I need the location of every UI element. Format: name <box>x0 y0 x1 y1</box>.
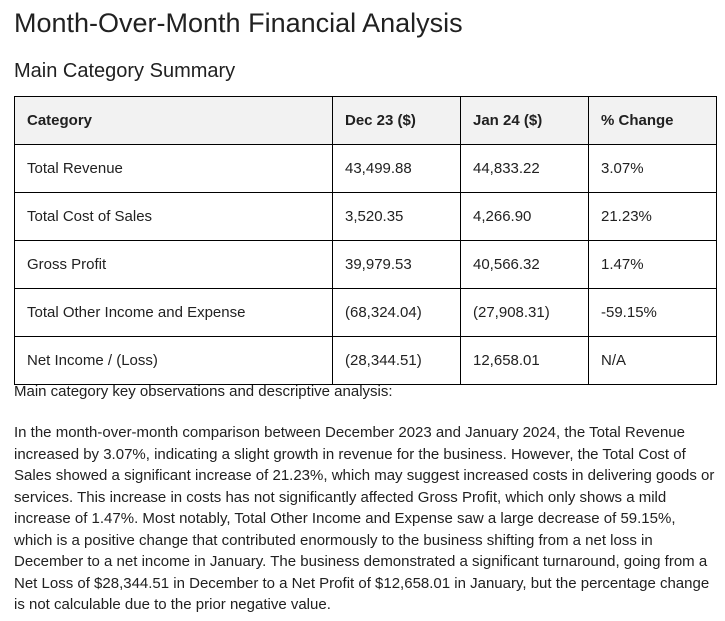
cell-percent-change: 3.07% <box>588 144 717 193</box>
section-title: Main Category Summary <box>14 60 236 82</box>
table-row: Net Income / (Loss) (28,344.51) 12,658.0… <box>14 336 717 385</box>
summary-table: Category Dec 23 ($) Jan 24 ($) % Change … <box>14 96 717 385</box>
cell-jan-24: 12,658.01 <box>460 336 589 385</box>
cell-percent-change: N/A <box>588 336 717 385</box>
header-jan-24: Jan 24 ($) <box>460 96 589 145</box>
table-row: Total Cost of Sales 3,520.35 4,266.90 21… <box>14 192 717 241</box>
cell-percent-change: -59.15% <box>588 288 717 337</box>
cell-category: Total Revenue <box>14 144 333 193</box>
cell-jan-24: 4,266.90 <box>460 192 589 241</box>
table-header-row: Category Dec 23 ($) Jan 24 ($) % Change <box>14 96 717 145</box>
cell-category: Net Income / (Loss) <box>14 336 333 385</box>
cell-percent-change: 21.23% <box>588 192 717 241</box>
cell-jan-24: 44,833.22 <box>460 144 589 193</box>
header-percent-change: % Change <box>588 96 717 145</box>
cell-category: Total Other Income and Expense <box>14 288 333 337</box>
cell-dec-23: (68,324.04) <box>332 288 461 337</box>
table-row: Total Other Income and Expense (68,324.0… <box>14 288 717 337</box>
header-category: Category <box>14 96 333 145</box>
cell-jan-24: (27,908.31) <box>460 288 589 337</box>
observations-paragraph: In the month-over-month comparison betwe… <box>14 424 715 613</box>
cell-dec-23: 3,520.35 <box>332 192 461 241</box>
cell-category: Gross Profit <box>14 240 333 289</box>
header-dec-23: Dec 23 ($) <box>332 96 461 145</box>
cell-dec-23: 43,499.88 <box>332 144 461 193</box>
table-row: Gross Profit 39,979.53 40,566.32 1.47% <box>14 240 717 289</box>
table-row: Total Revenue 43,499.88 44,833.22 3.07% <box>14 144 717 193</box>
cell-dec-23: 39,979.53 <box>332 240 461 289</box>
cell-jan-24: 40,566.32 <box>460 240 589 289</box>
cell-percent-change: 1.47% <box>588 240 717 289</box>
page-title: Month-Over-Month Financial Analysis <box>14 8 463 38</box>
cell-category: Total Cost of Sales <box>14 192 333 241</box>
cell-dec-23: (28,344.51) <box>332 336 461 385</box>
observations-heading: Main category key observations and descr… <box>14 383 393 400</box>
